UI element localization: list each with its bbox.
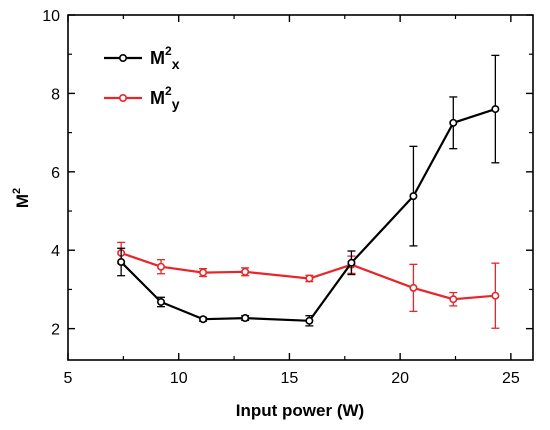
x-tick-label: 20 [391, 370, 409, 387]
data-point [449, 295, 458, 304]
legend-m2y-sub: y [172, 96, 180, 112]
series-layer [117, 54, 500, 329]
legend-entry-m2y: M2y [104, 84, 180, 112]
data-point [305, 274, 314, 283]
data-point [491, 105, 500, 114]
legend-label-m2x: M2x [150, 44, 180, 72]
y-tick-label: 4 [51, 243, 60, 260]
x-tick-label: 15 [281, 370, 299, 387]
legend-m2x-sup: 2 [165, 44, 172, 58]
legend-m2x-base: M [150, 48, 165, 68]
x-tick-label: 5 [64, 370, 73, 387]
legend-marker-m2y [119, 94, 128, 103]
y-tick-label: 8 [51, 86, 60, 103]
y-tick-label: 10 [42, 8, 60, 25]
y-axis-label: M2 [11, 188, 32, 208]
data-point [241, 267, 250, 276]
legend-m2y-sup: 2 [165, 84, 172, 98]
legend-marker-m2x [119, 53, 128, 62]
y-axis-label-base: M [13, 194, 32, 208]
plot-frame [67, 14, 534, 361]
legend-m2x-sub: x [172, 56, 180, 72]
data-point [409, 192, 418, 201]
data-point [491, 291, 500, 300]
data-point [305, 316, 314, 325]
data-point [157, 262, 166, 271]
legend-m2y-base: M [150, 88, 165, 108]
data-point [449, 118, 458, 127]
data-point [157, 297, 166, 306]
data-point [199, 315, 208, 324]
y-axis-label-sup: 2 [11, 188, 23, 194]
data-point [347, 258, 356, 267]
series-m2x [117, 54, 500, 327]
series-line-m2x [120, 108, 496, 322]
data-point [241, 314, 250, 323]
x-tick-label: 25 [502, 370, 520, 387]
legend-entry-m2x: M2x [104, 44, 180, 72]
legend: M2x M2y [104, 44, 180, 112]
data-point [409, 283, 418, 292]
axis-ticks: 5 10 15 20 25 2 4 6 8 10 [42, 8, 533, 387]
legend-label-m2y: M2y [150, 84, 180, 112]
data-point [199, 268, 208, 277]
x-axis-label: Input power (W) [236, 401, 364, 420]
data-point [117, 257, 126, 266]
y-tick-label: 6 [51, 165, 60, 182]
y-tick-label: 2 [51, 322, 60, 339]
x-tick-label: 10 [170, 370, 188, 387]
